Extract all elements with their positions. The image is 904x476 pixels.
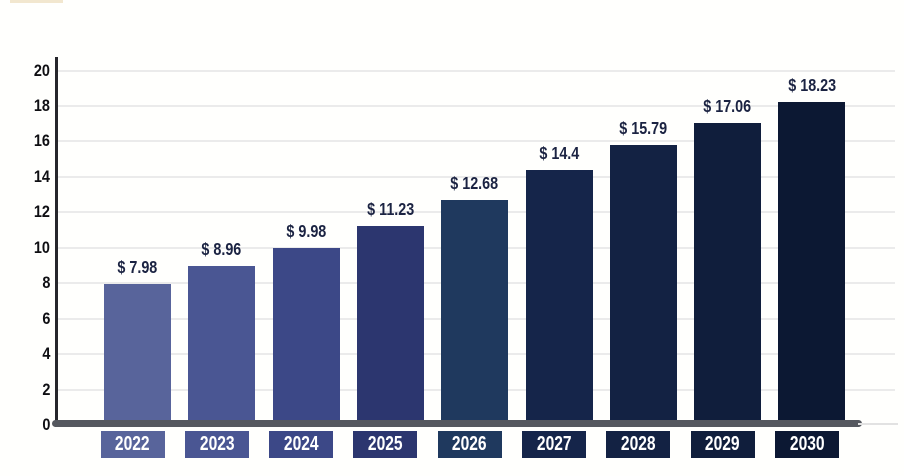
x-tick-box-2025: 2025	[353, 431, 418, 458]
x-tick-box-2029: 2029	[690, 431, 755, 458]
top-edge-artifact	[10, 0, 63, 3]
x-tick-box-2030: 2030	[774, 431, 839, 458]
y-axis-line	[55, 57, 58, 427]
bar-value-label: $ 7.98	[117, 256, 158, 277]
gridline	[57, 69, 895, 72]
y-axis-tick-label: 12	[33, 202, 50, 222]
bar-2025	[356, 225, 424, 425]
bar-2022	[104, 283, 171, 425]
bar-value-label: $ 8.96	[201, 239, 242, 260]
bar-value-label: $ 14.4	[539, 142, 579, 163]
bar-value-label: $ 17.06	[703, 95, 752, 116]
bar-2027	[525, 169, 593, 425]
y-axis-tick-label: 16	[33, 131, 50, 151]
bar-value-label: $ 15.79	[619, 118, 668, 139]
bar-2024	[272, 248, 340, 425]
gridline	[57, 140, 895, 143]
y-axis-tick-label: 18	[33, 95, 50, 115]
x-tick-box-2023: 2023	[184, 431, 249, 458]
y-axis-tick-label: 0	[41, 415, 50, 434]
x-tick-box-2028: 2028	[606, 431, 671, 458]
gridline	[57, 104, 895, 107]
y-axis-tick-label: 4	[41, 344, 50, 364]
bar-value-label: $ 18.23	[787, 74, 836, 95]
y-axis-tick-label: 10	[33, 237, 50, 257]
x-axis-baseline	[52, 420, 862, 427]
x-tick-box-2024: 2024	[269, 431, 334, 458]
y-axis-tick-label: 8	[41, 273, 50, 293]
y-axis-tick-label: 2	[41, 379, 50, 399]
bar-value-label: $ 12.68	[450, 173, 499, 194]
y-axis-tick-label: 14	[33, 166, 50, 186]
y-axis-tick-label: 6	[41, 308, 50, 328]
y-axis-tick-label: 20	[33, 60, 50, 80]
bar-2028	[609, 145, 677, 425]
x-tick-box-2022: 2022	[100, 431, 165, 458]
x-tick-box-2027: 2027	[522, 431, 586, 458]
bar-value-label: $ 11.23	[366, 198, 414, 219]
bar-2023	[188, 266, 256, 425]
x-tick-box-2026: 2026	[437, 431, 502, 458]
gridline	[57, 175, 895, 178]
bar-2026	[441, 200, 509, 425]
bar-value-label: $ 9.98	[286, 221, 327, 242]
bar-2029	[694, 122, 762, 425]
bar-2030	[778, 101, 846, 425]
x-axis-baseline-extension	[858, 423, 898, 425]
